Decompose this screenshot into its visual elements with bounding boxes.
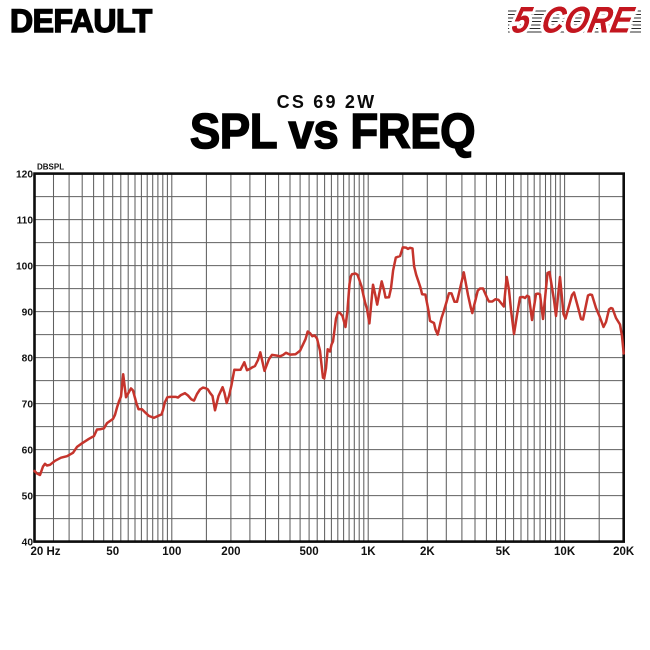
svg-text:500: 500 <box>300 546 319 558</box>
svg-text:40: 40 <box>22 537 34 548</box>
svg-text:200: 200 <box>221 546 240 558</box>
svg-text:70: 70 <box>22 399 34 410</box>
svg-text:20K: 20K <box>613 546 635 558</box>
svg-text:50: 50 <box>106 546 119 558</box>
svg-text:50: 50 <box>22 491 34 502</box>
svg-text:80: 80 <box>22 353 34 364</box>
svg-text:60: 60 <box>22 445 34 456</box>
svg-text:CORE: CORE <box>538 1 638 41</box>
svg-text:90: 90 <box>22 307 34 318</box>
svg-text:100: 100 <box>16 261 33 272</box>
svg-text:DBSPL: DBSPL <box>37 163 64 172</box>
svg-text:10K: 10K <box>554 546 576 558</box>
svg-text:110: 110 <box>17 215 34 226</box>
svg-text:1K: 1K <box>361 546 376 558</box>
svg-text:120: 120 <box>16 169 33 180</box>
svg-text:5K: 5K <box>496 546 511 558</box>
svg-text:100: 100 <box>162 546 181 558</box>
svg-text:CORE: CORE <box>538 1 638 41</box>
svg-text:20 Hz: 20 Hz <box>31 546 61 558</box>
svg-text:2K: 2K <box>420 546 435 558</box>
